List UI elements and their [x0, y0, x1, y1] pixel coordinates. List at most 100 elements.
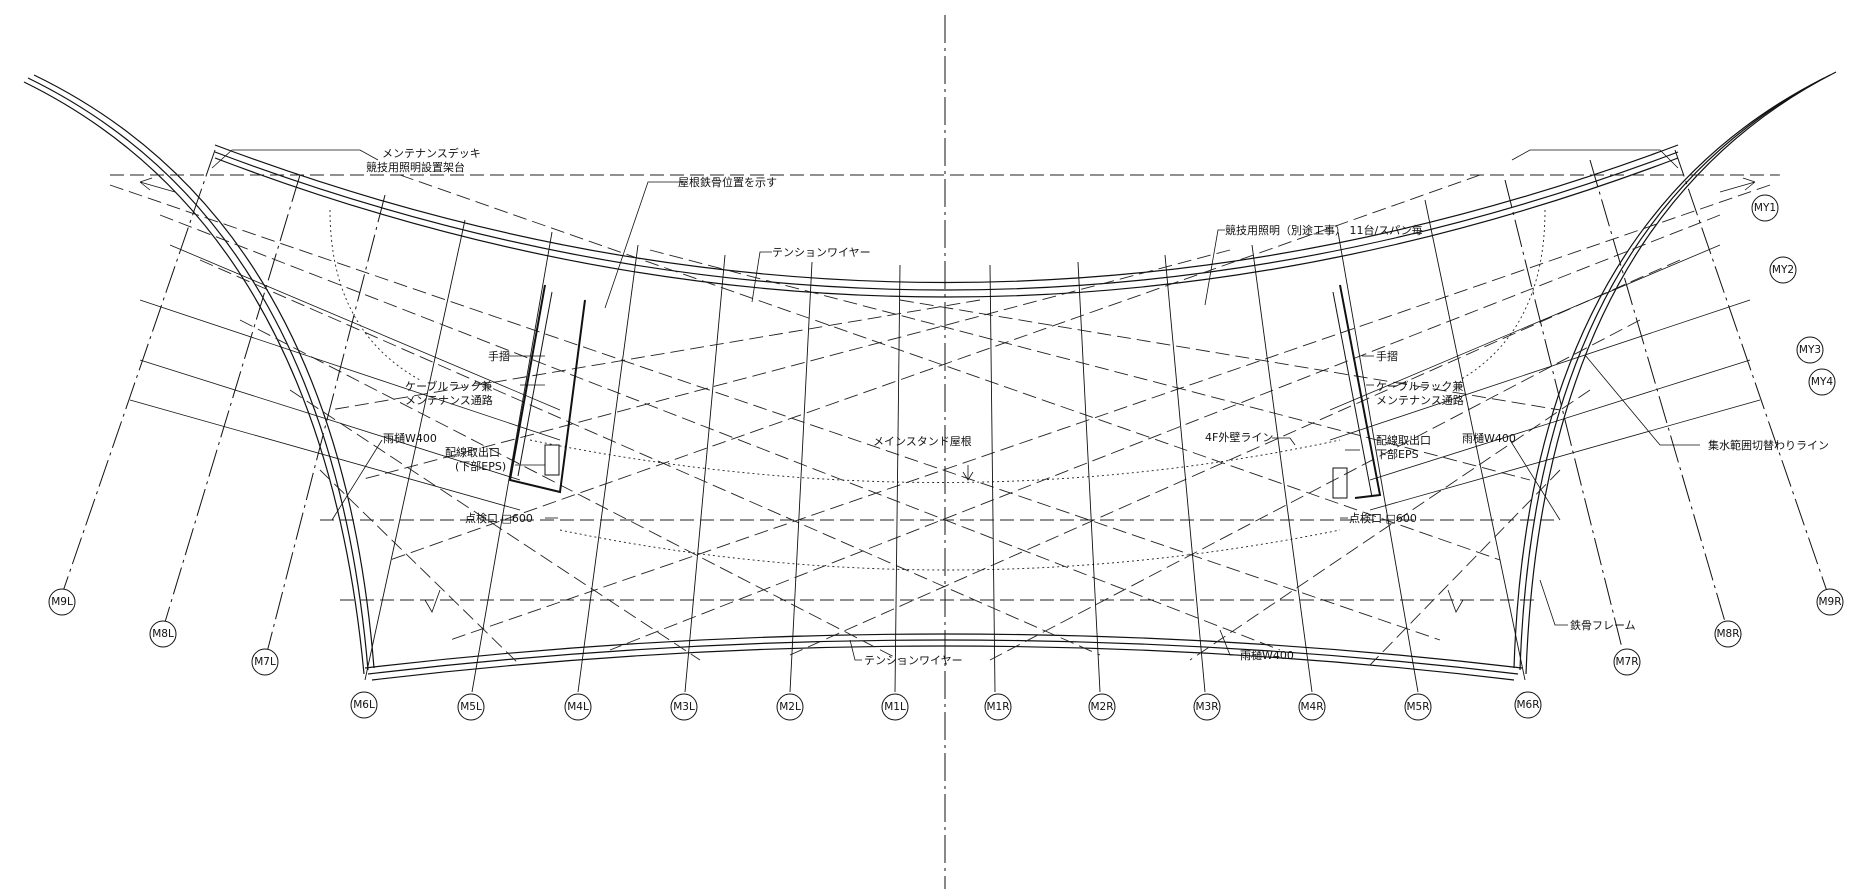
grid-bubble-circle: [1796, 336, 1824, 364]
grid-bubble-circle: [1298, 693, 1326, 721]
grid-bubble-label: M8L: [152, 628, 174, 640]
grid-bubble-circle: [149, 620, 177, 648]
gridline-m2l: [789, 261, 813, 693]
grid-bubble-m6r: M6R: [1514, 691, 1542, 719]
label-catchment: 集水範囲切替わりライン: [1708, 438, 1829, 452]
gridline-m9r: [1674, 149, 1831, 601]
grid-bubble-m3l: M3L: [670, 693, 698, 721]
grid-bubbles: M6L M5L M4L M3L M2L M1L M1R M2R M3R M4R M5R M6R M9L M…: [48, 194, 1844, 721]
gridline-m4l: [577, 244, 639, 693]
label-tension-wire-bottom: テンションワイヤー: [864, 654, 963, 667]
grid-bubble-circle: [457, 693, 485, 721]
label-roof-steel: 屋根鉄骨位置を示す: [678, 175, 777, 189]
grid-bubble-circle: [1816, 588, 1844, 616]
gridline-m7r: [1504, 179, 1626, 661]
annotations: メンテナンスデッキ 競技用照明設置架台 屋根鉄骨位置を示す テンションワイヤー …: [366, 146, 1829, 667]
grid-bubble-circle: [251, 648, 279, 676]
label-cable-rack-left-2: メンテナンス通路: [405, 394, 493, 407]
grid-bubble-m3r: M3R: [1193, 693, 1221, 721]
grid-bubble-label: MY2: [1772, 264, 1794, 276]
grid-bubble-label: M5R: [1406, 701, 1429, 713]
grid-bubble-m9r: M9R: [1816, 588, 1844, 616]
grid-bubble-label: MY4: [1811, 376, 1833, 388]
grid-bubble-label: M4R: [1300, 701, 1323, 713]
grid-bubble-m8r: M8R: [1714, 620, 1742, 648]
grid-bubble-label: M2L: [779, 701, 801, 713]
grid-bubble-m1r: M1R: [984, 693, 1012, 721]
grid-bubble-label: M2R: [1090, 701, 1113, 713]
label-inspection-right: 点検口 □600: [1349, 511, 1417, 525]
grid-bubble-m1l: M1L: [881, 693, 909, 721]
grid-bubble-circle: [1751, 194, 1779, 222]
grid-bubble-label: M4L: [567, 701, 589, 713]
grid-bubble-my4: MY4: [1808, 368, 1836, 396]
label-cable-rack-right-1: ケーブルラック兼: [1376, 379, 1463, 393]
grid-bubble-m2l: M2L: [776, 693, 804, 721]
gridline-m2r: [1077, 261, 1101, 693]
grid-bubble-label: M8R: [1716, 628, 1739, 640]
label-cable-rack-right-2: メンテナンス通路: [1376, 394, 1464, 407]
grid-bubble-label: M9R: [1818, 596, 1841, 608]
grid-bubble-circle: [1193, 693, 1221, 721]
leader-lines: [211, 149, 1700, 661]
dotted-arcs: [329, 209, 1546, 571]
grid-bubble-m4l: M4L: [564, 693, 592, 721]
grid-bubble-m5r: M5R: [1404, 693, 1432, 721]
grid-bubble-circle: [1769, 256, 1797, 284]
grid-bubble-circle: [350, 691, 378, 719]
grid-bubble-m8l: M8L: [149, 620, 177, 648]
label-gutter-right: 雨樋W400: [1462, 431, 1516, 445]
slope-arrows: [139, 177, 1756, 613]
grid-bubble-label: M7L: [254, 656, 276, 668]
label-wiring-left-1: 配線取出口: [445, 445, 500, 459]
gridline-m1l: [894, 264, 901, 693]
grid-bubble-circle: [670, 693, 698, 721]
label-wiring-right-2: 下部EPS: [1376, 447, 1419, 461]
grid-bubble-circle: [1613, 648, 1641, 676]
grid-bubble-circle: [881, 693, 909, 721]
grid-bubble-m2r: M2R: [1088, 693, 1116, 721]
grid-bubble-label: M1R: [986, 701, 1009, 713]
gridline-m8l: [161, 174, 301, 633]
gridline-m1r: [989, 264, 996, 693]
label-steel-frame: 鉄骨フレーム: [1570, 618, 1636, 632]
grid-bubble-m9l: M9L: [48, 588, 76, 616]
grid-bubble-my1: MY1: [1751, 194, 1779, 222]
dashed-lattice: [109, 174, 1780, 666]
label-wall-4f: 4F外壁ライン: [1205, 430, 1273, 444]
label-wiring-right-1: 配線取出口: [1376, 433, 1431, 447]
label-wiring-left-2: (下部EPS): [455, 459, 506, 473]
gridline-m4r: [1251, 244, 1313, 693]
grid-bubble-label: M9L: [51, 596, 73, 608]
grid-bubble-m6l: M6L: [350, 691, 378, 719]
roof-outline: [23, 71, 1837, 681]
grid-bubble-circle: [1404, 693, 1432, 721]
gridline-m3r: [1164, 254, 1206, 693]
grid-bubble-label: M6L: [353, 699, 375, 711]
grid-bubble-label: M5L: [460, 701, 482, 713]
grid-bubble-circle: [776, 693, 804, 721]
grid-bubble-my3: MY3: [1796, 336, 1824, 364]
grid-bubble-label: MY3: [1799, 344, 1821, 356]
maintenance-path-boxes: [508, 284, 1382, 499]
side-construction-lines: [129, 244, 1761, 511]
grid-bubble-circle: [1714, 620, 1742, 648]
label-handrail-left: 手摺: [488, 349, 510, 363]
grid-bubble-label: M3R: [1195, 701, 1218, 713]
structural-gridlines: [59, 149, 1831, 693]
grid-bubble-m7r: M7R: [1613, 648, 1641, 676]
gridline-m5l: [471, 231, 553, 693]
label-lighting-stand: 競技用照明設置架台: [366, 160, 465, 174]
gridline-m5r: [1337, 231, 1419, 693]
label-lighting: 競技用照明（別途工事） 11台/スパン毎: [1225, 223, 1423, 237]
grid-bubble-my2: MY2: [1769, 256, 1797, 284]
grid-bubble-circle: [1514, 691, 1542, 719]
label-main-stand-roof: メインスタンド屋根: [873, 434, 972, 448]
grid-bubble-circle: [1808, 368, 1836, 396]
grid-bubble-m5l: M5L: [457, 693, 485, 721]
grid-bubble-label: M3L: [673, 701, 695, 713]
label-gutter-left: 雨樋W400: [383, 431, 437, 445]
grid-bubble-label: MY1: [1754, 202, 1776, 214]
grid-bubble-circle: [564, 693, 592, 721]
grid-bubble-circle: [48, 588, 76, 616]
